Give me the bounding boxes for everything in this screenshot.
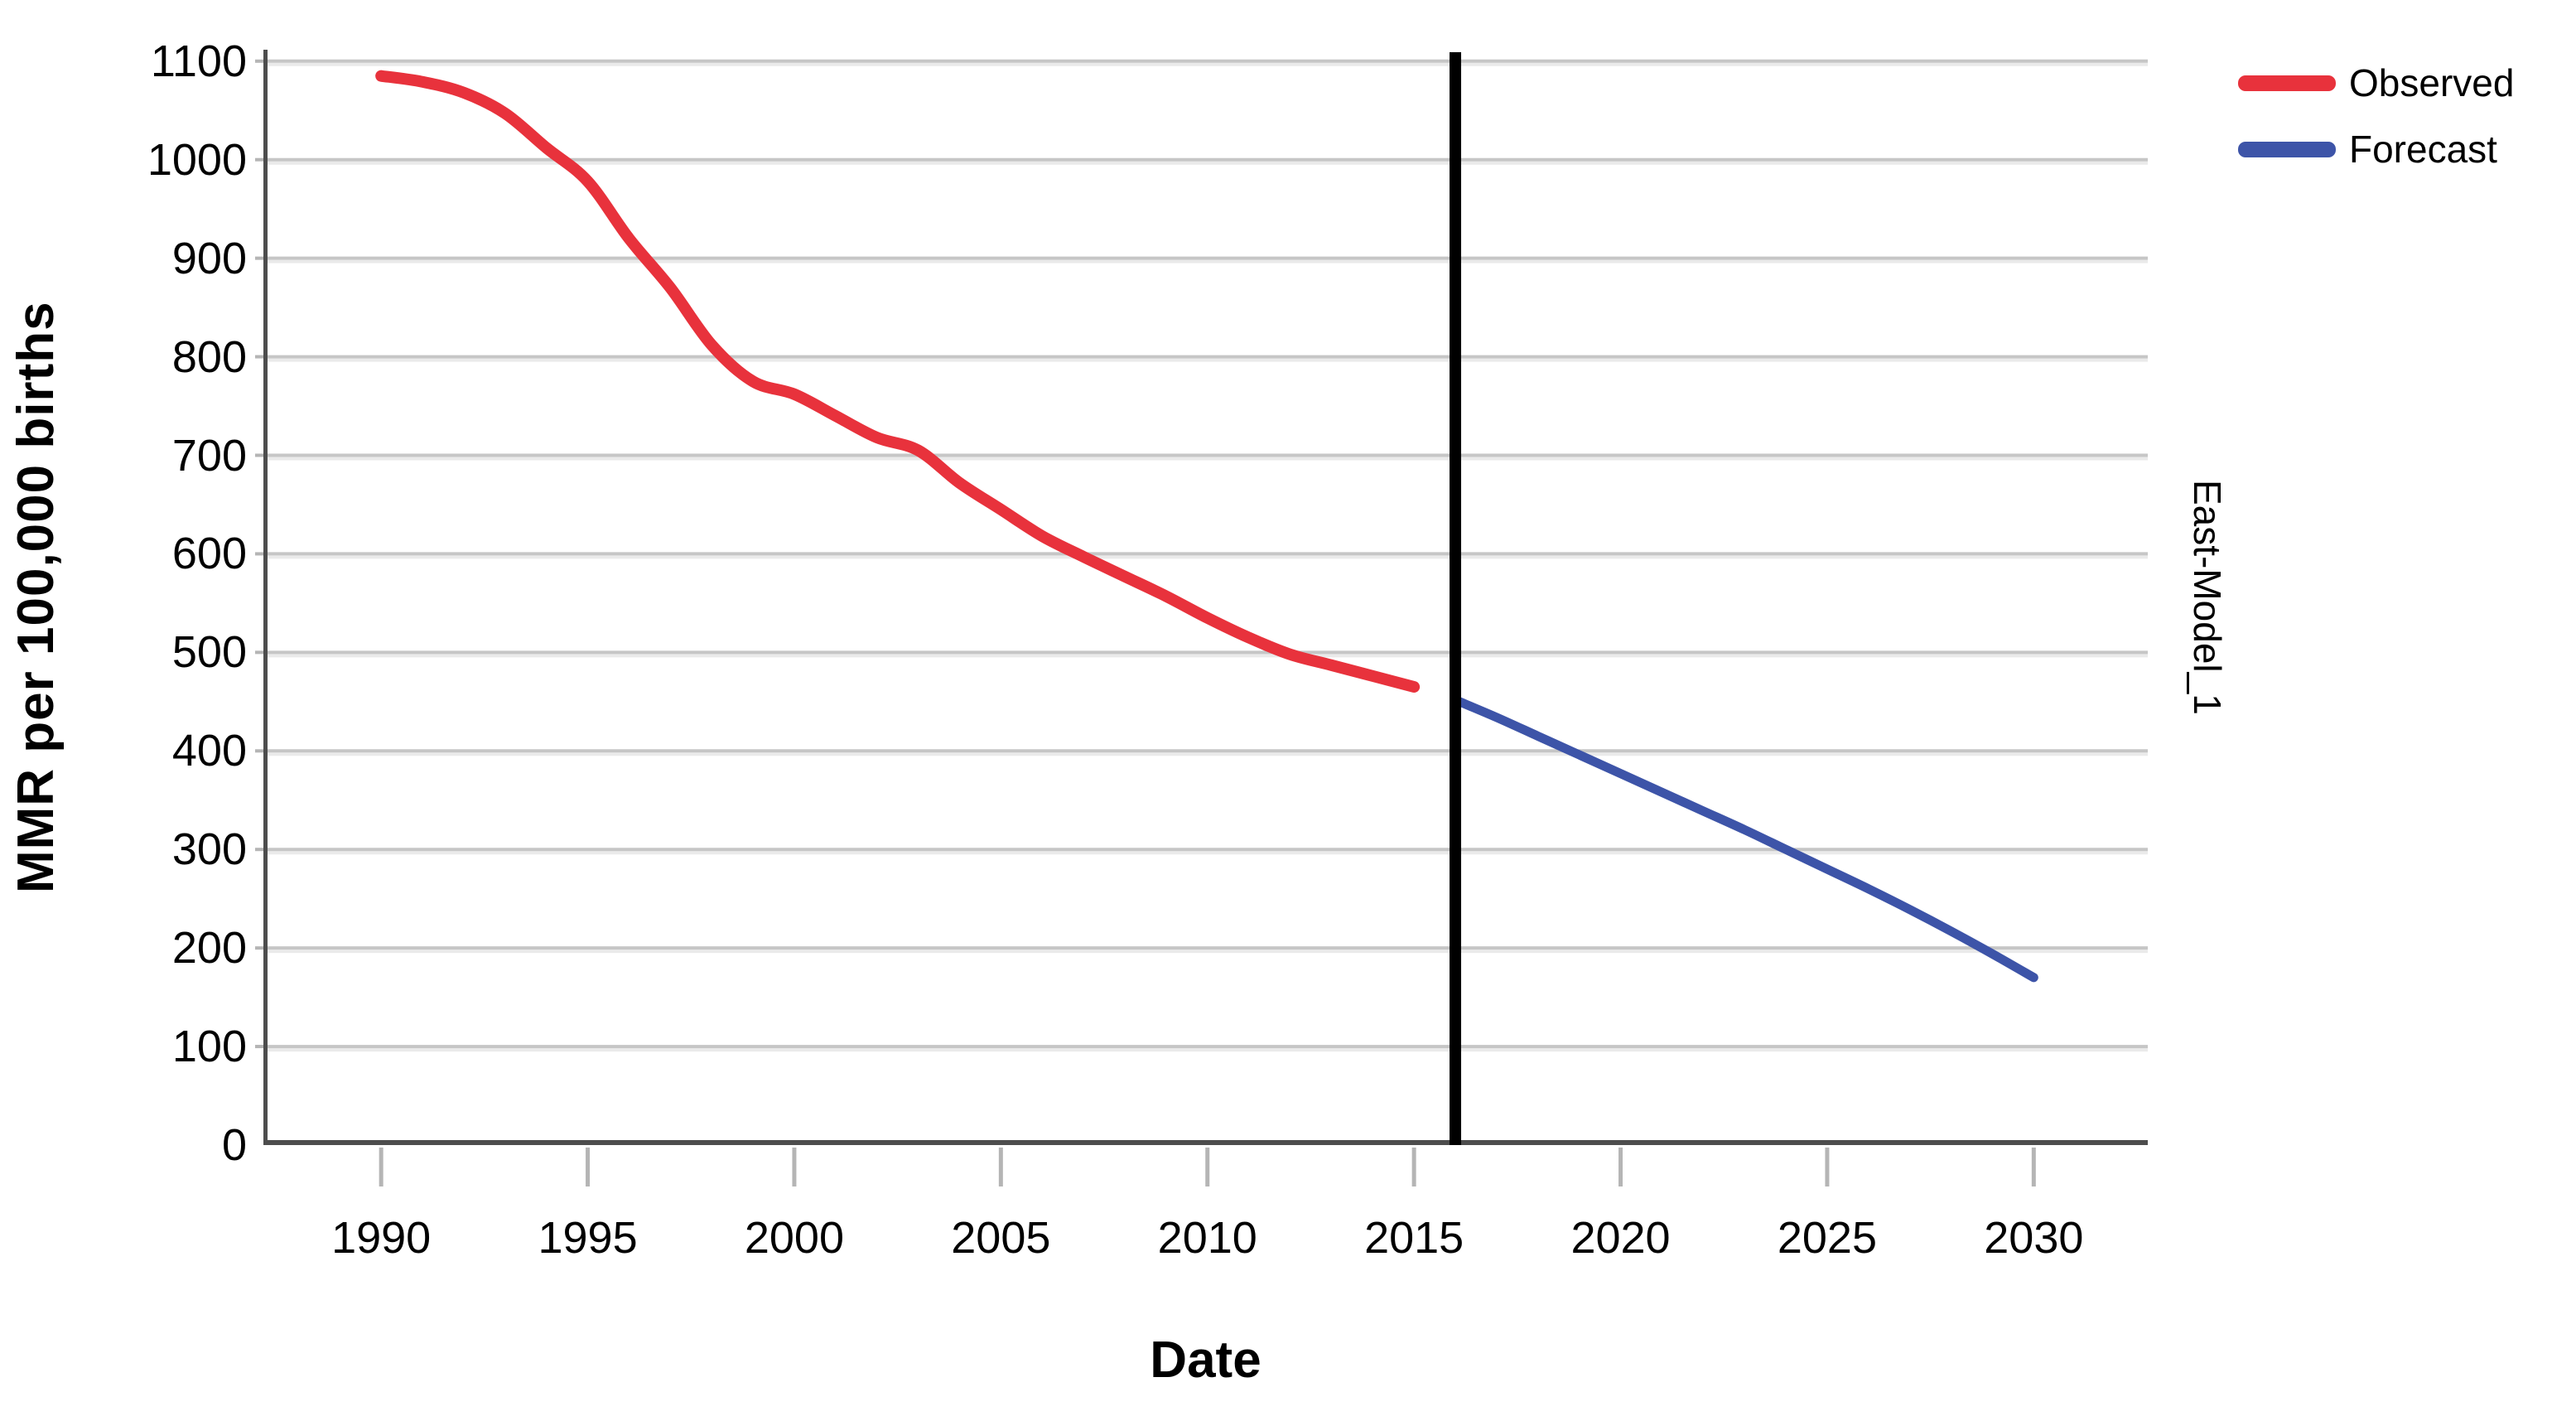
y-tick-label: 400 — [171, 726, 247, 776]
y-tick-label: 300 — [171, 824, 247, 875]
plot-area — [255, 50, 2148, 1186]
legend-item-observed: Observed — [2238, 61, 2514, 104]
observed-line-swatch-icon — [2238, 75, 2336, 91]
x-tick-label: 1995 — [538, 1213, 638, 1263]
legend-label-observed: Observed — [2349, 61, 2515, 104]
x-tick-label: 2025 — [1777, 1213, 1877, 1263]
x-tick-label: 1990 — [331, 1213, 432, 1263]
forecast-line-swatch-icon — [2238, 141, 2336, 157]
x-tick-label: 2000 — [744, 1213, 844, 1263]
legend-label-forecast: Forecast — [2349, 128, 2497, 171]
y-tick-label: 500 — [171, 627, 247, 678]
x-tick-label: 2015 — [1364, 1213, 1464, 1263]
y-tick-label: 1000 — [147, 134, 247, 185]
y-tick-label: 200 — [171, 923, 247, 974]
y-tick-label: 100 — [171, 1022, 247, 1072]
panel-label: East-Model_1 — [2186, 480, 2229, 715]
y-tick-label: 1100 — [150, 36, 247, 86]
legend-item-forecast: Forecast — [2238, 128, 2514, 171]
legend: Observed Forecast — [2238, 61, 2514, 194]
forecast-line — [1454, 697, 2038, 983]
y-tick-label: 700 — [171, 430, 247, 481]
y-tick-label: 0 — [221, 1120, 247, 1170]
x-tick-label: 2020 — [1570, 1213, 1671, 1263]
y-tick-label: 600 — [171, 529, 247, 579]
y-axis-title: MMR per 100,000 births — [7, 301, 65, 894]
x-tick-label: 2030 — [1984, 1213, 2084, 1263]
x-tick-label: 2005 — [951, 1213, 1051, 1263]
y-tick-label: 800 — [171, 331, 247, 382]
x-axis-title: Date — [1150, 1331, 1261, 1389]
observed-line — [375, 70, 1421, 693]
x-tick-label: 2010 — [1157, 1213, 1257, 1263]
y-tick-label: 900 — [171, 233, 247, 283]
